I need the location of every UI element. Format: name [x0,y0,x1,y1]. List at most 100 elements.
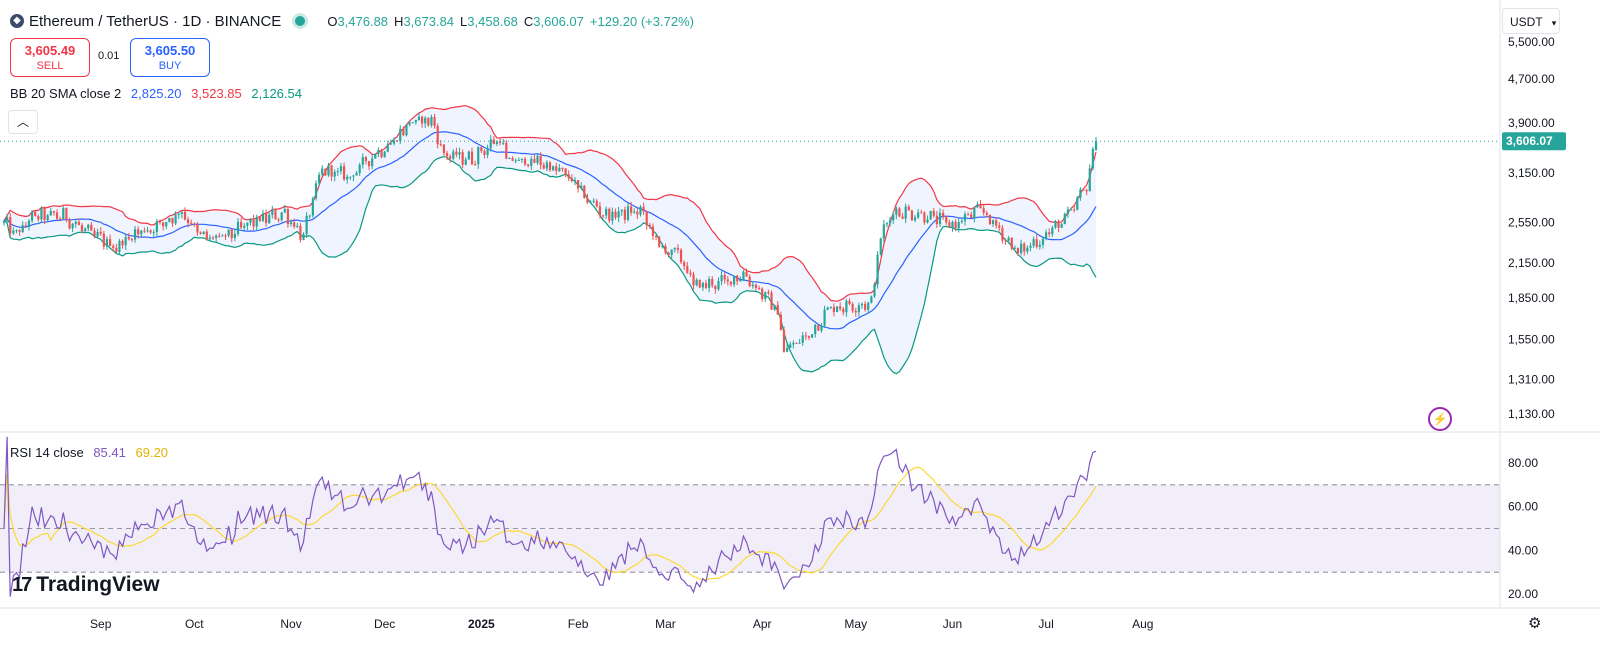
candle [93,230,96,237]
candle [498,141,502,143]
rsi-ma-line [3,466,1097,581]
rsi-legend-name: RSI 14 close [10,445,84,460]
candle [336,171,339,173]
candle [358,164,361,173]
bb-basis-value: 2,825.20 [130,86,182,101]
candle [654,235,658,237]
candle [876,254,879,285]
candle [121,240,124,246]
candle [1013,247,1016,249]
candle [143,230,146,232]
candle [158,221,162,223]
candle [676,247,680,250]
candle [976,204,979,208]
candle [71,223,74,229]
candle [667,252,670,256]
rsi-legend[interactable]: RSI 14 close 85.41 69.20 [10,445,174,460]
candle [773,305,776,310]
candle [452,151,455,159]
candle [371,158,374,167]
candle [508,158,511,160]
candle [318,174,321,184]
candle [436,126,439,145]
candle [396,140,399,142]
buy-button[interactable]: 3,605.50 BUY [130,38,210,77]
candle [639,206,642,215]
candle [935,215,938,225]
candle [1048,232,1051,235]
bb-upper-line [3,105,1097,302]
currency-select[interactable]: USDT ▾ [1502,8,1560,34]
candle [620,209,623,212]
candle [417,116,421,121]
candle [474,164,477,166]
candle [1054,221,1057,228]
candle [1023,243,1026,252]
candle [1026,247,1029,252]
candle [65,208,68,220]
candle [786,347,789,352]
candle [820,325,823,331]
candle [202,231,205,235]
sell-button[interactable]: 3,605.49 SELL [10,38,90,77]
candle [74,221,77,224]
candle [308,215,311,217]
candle [99,231,102,234]
candle [1020,243,1023,254]
candle [55,212,59,219]
candle [714,285,717,290]
candle [873,284,876,297]
collapse-legend-button[interactable]: ︿ [8,110,38,134]
gear-icon[interactable]: ⚙ [1528,615,1542,632]
candle [726,279,729,282]
candle [305,215,308,235]
candle [211,237,215,239]
symbol-title[interactable]: Ethereum / TetherUS · 1D · BINANCE [29,12,282,30]
candle [932,210,935,216]
candle [286,209,290,225]
candle [817,324,820,331]
time-tick-label: Mar [655,617,676,631]
candle [355,172,358,176]
candle [745,271,748,277]
candle [374,153,377,159]
candle [832,307,836,313]
candle [664,245,667,253]
candle [280,212,283,221]
candle [383,151,386,158]
candle [704,282,708,288]
candle [1044,232,1048,239]
rsi-tick-label: 40.00 [1508,543,1538,557]
time-tick-label: Jun [943,617,962,631]
candle [414,120,417,123]
price-tick-label: 3,900.00 [1508,116,1555,130]
price-tick-label: 1,310.00 [1508,372,1555,386]
candle [233,233,236,238]
lightning-icon[interactable]: ⚡ [1428,407,1452,431]
candle [748,276,751,287]
candle [127,236,130,240]
candle [561,167,564,169]
candle [882,224,885,239]
candle [140,230,143,235]
candle [40,208,43,220]
candle [929,210,932,220]
candle [789,344,792,348]
candle [617,211,620,218]
candle [545,162,548,169]
candle [361,157,364,165]
candle [327,165,330,176]
candle [174,214,177,224]
candle [795,342,798,344]
candle [804,335,807,337]
candle [168,218,171,222]
candle [218,235,221,237]
candle [854,310,857,313]
bb-legend[interactable]: BB 20 SMA close 2 2,825.20 3,523.85 2,12… [10,86,308,101]
candle [1010,237,1013,249]
candle [18,230,21,233]
candle [339,166,343,172]
candle [243,225,246,228]
candle [502,142,505,144]
